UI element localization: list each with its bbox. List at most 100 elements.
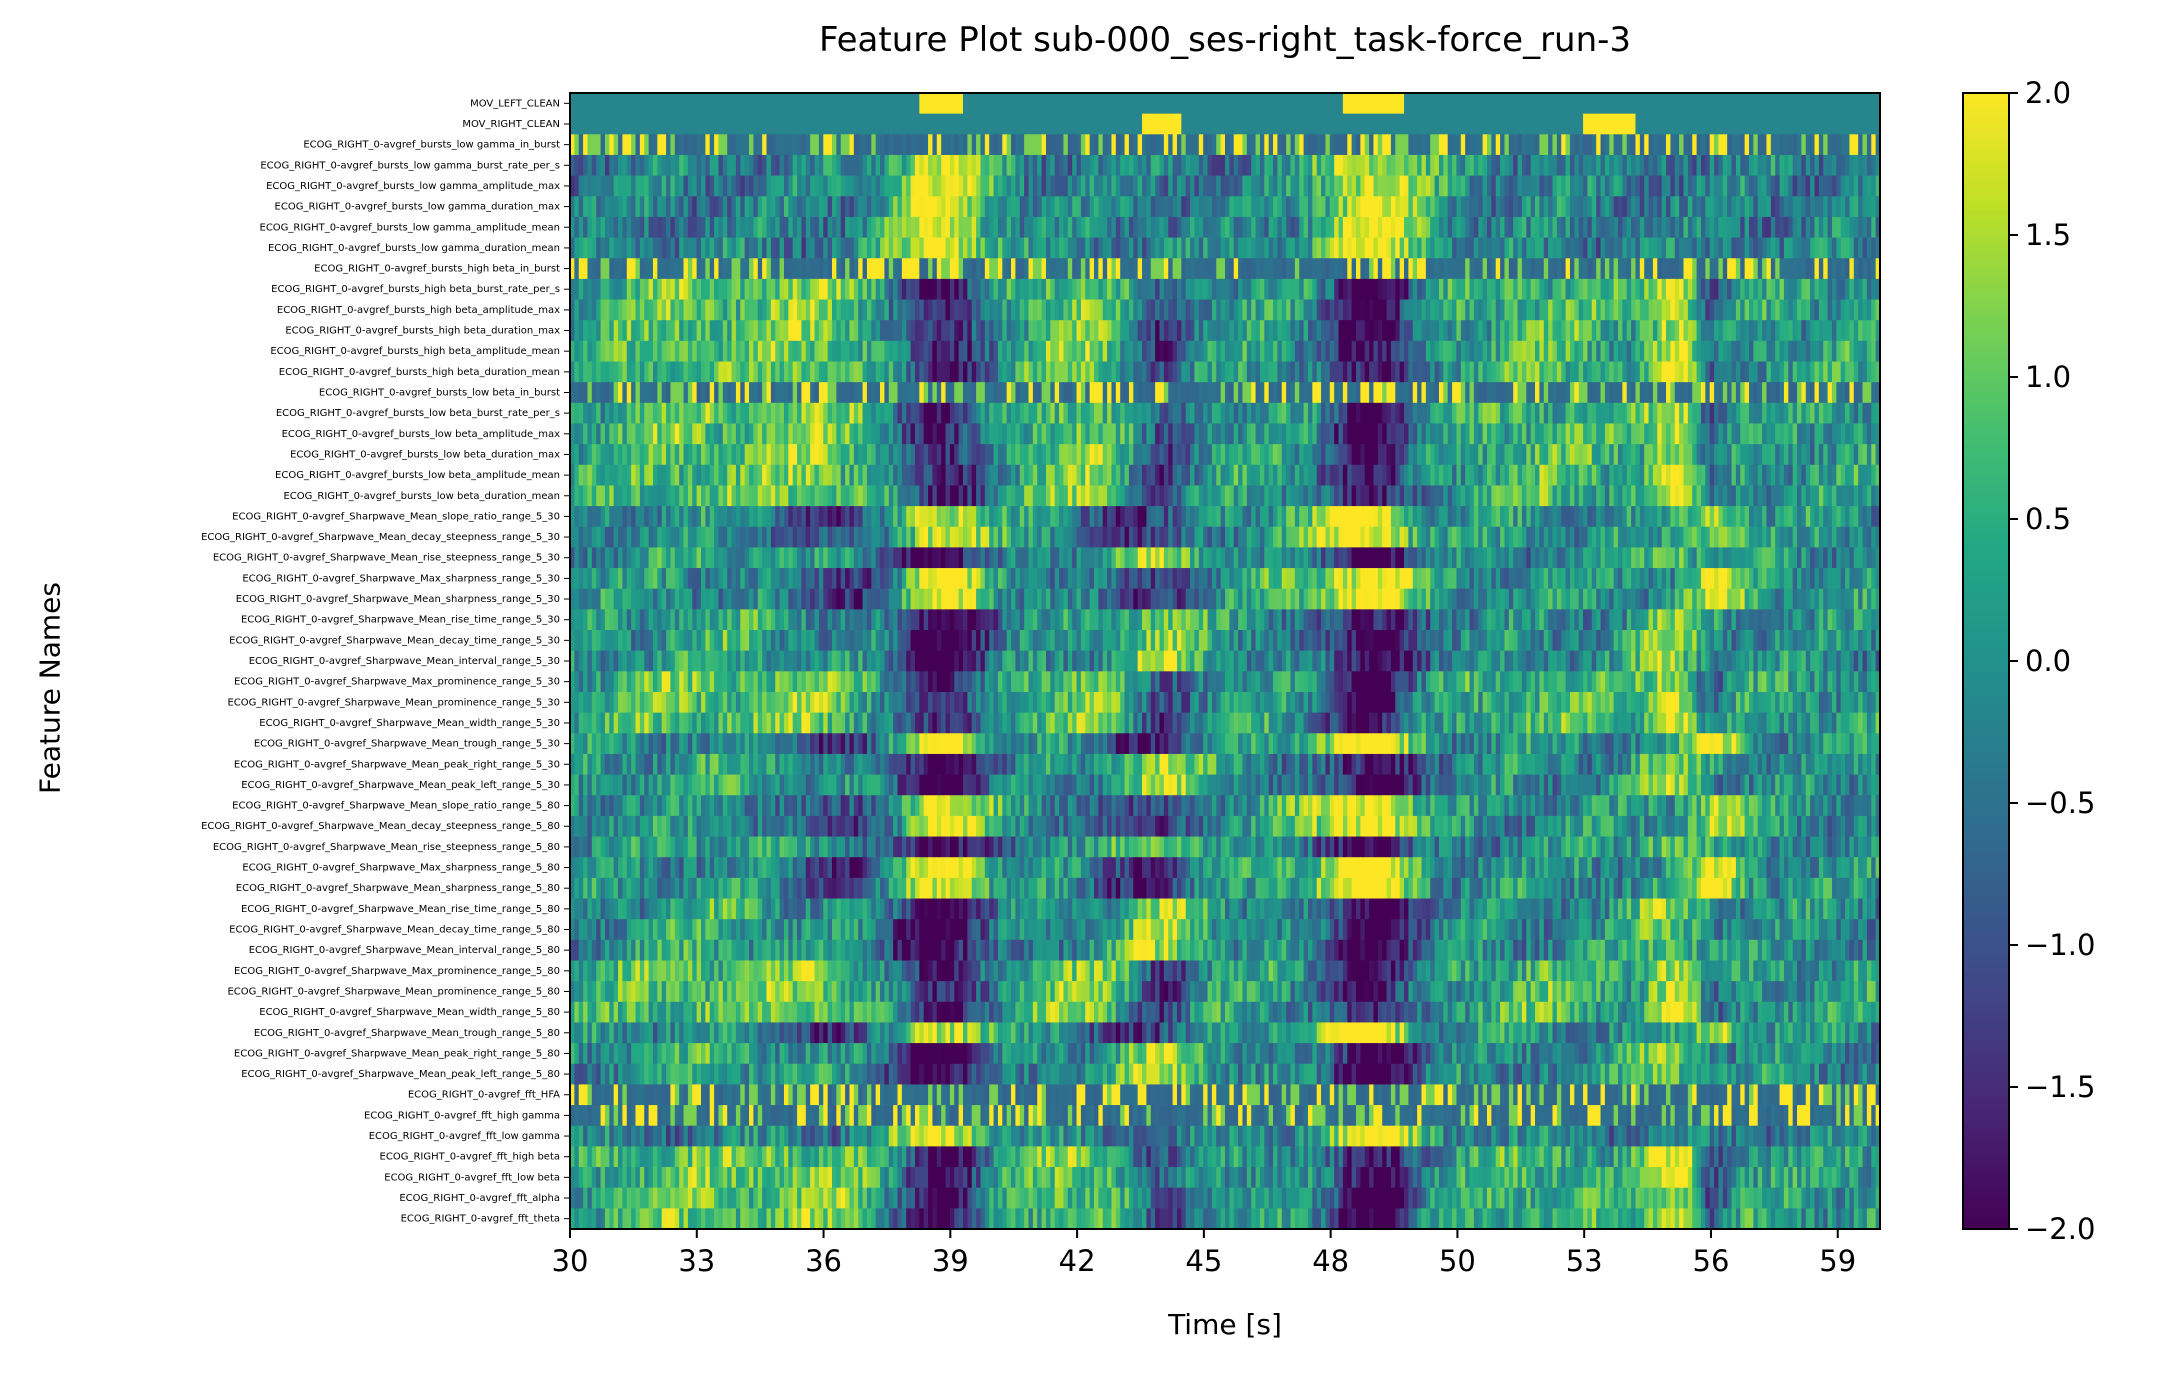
heatmap-cell [1583, 134, 1589, 156]
heatmap-cell [1216, 423, 1222, 445]
heatmap-cell [1762, 402, 1768, 425]
heatmap-cell [1146, 93, 1152, 115]
heatmap-cell [1539, 237, 1545, 259]
heatmap-cell [1172, 175, 1178, 197]
heatmap-cell [910, 237, 916, 259]
heatmap-cell [718, 216, 724, 239]
heatmap-cell [1395, 320, 1401, 342]
heatmap-cell [1862, 340, 1868, 363]
heatmap-cell [692, 175, 698, 197]
heatmap-cell [941, 216, 947, 239]
heatmap-cell [779, 382, 785, 404]
heatmap-cell [871, 423, 877, 445]
heatmap-cell [1294, 423, 1300, 445]
heatmap-cell [1076, 382, 1082, 404]
heatmap-cell [744, 320, 750, 342]
heatmap-cell [1360, 216, 1366, 239]
heatmap-cell [1866, 361, 1872, 383]
heatmap-cell [984, 299, 990, 321]
heatmap-cell [1124, 340, 1130, 363]
heatmap-cell [583, 258, 589, 280]
heatmap-cell [814, 278, 820, 301]
heatmap-cell [1412, 320, 1418, 342]
heatmap-cell [1635, 340, 1641, 363]
heatmap-cell [1657, 216, 1663, 239]
heatmap-cell [1172, 423, 1178, 445]
heatmap-cell [1395, 237, 1401, 259]
heatmap-cell [1011, 258, 1016, 280]
heatmap-cell [1102, 154, 1108, 177]
heatmap-cell [1783, 134, 1789, 156]
heatmap-cell [1648, 361, 1654, 383]
heatmap-cell [1604, 361, 1610, 383]
heatmap-cell [1316, 278, 1322, 301]
heatmap-cell [1369, 278, 1375, 301]
heatmap-cell [936, 382, 942, 404]
heatmap-cell [880, 113, 885, 135]
heatmap-cell [1098, 361, 1104, 383]
heatmap-cell [1700, 382, 1706, 404]
heatmap-cell [862, 154, 868, 177]
heatmap-cell [818, 154, 824, 177]
heatmap-cell [1569, 361, 1575, 383]
heatmap-cell [714, 175, 720, 197]
heatmap-cell [1159, 196, 1165, 218]
heatmap-cell [1290, 113, 1296, 135]
heatmap-cell [1085, 361, 1091, 383]
heatmap-cell [1797, 340, 1802, 363]
heatmap-cell [1412, 402, 1418, 425]
heatmap-cell [788, 113, 794, 135]
heatmap-cell [1076, 340, 1082, 363]
heatmap-cell [1277, 299, 1283, 321]
heatmap-cell [652, 320, 658, 342]
heatmap-cell [1749, 134, 1754, 156]
heatmap-cell [1447, 237, 1453, 259]
heatmap-cell [1032, 340, 1038, 363]
heatmap-cell [1443, 175, 1449, 197]
heatmap-cell [1233, 402, 1239, 425]
heatmap-cell [845, 154, 851, 177]
heatmap-cell [770, 93, 776, 115]
heatmap-cell [1438, 134, 1444, 156]
heatmap-cell [1626, 154, 1632, 177]
heatmap-cell [1111, 402, 1117, 425]
heatmap-cell [858, 237, 864, 259]
heatmap-cell [1574, 340, 1580, 363]
heatmap-cell [1425, 299, 1431, 321]
heatmap-cell [949, 402, 955, 425]
heatmap-cell [1076, 113, 1082, 135]
heatmap-cell [997, 320, 1003, 342]
heatmap-cell [683, 278, 689, 301]
heatmap-cell [1600, 278, 1606, 301]
heatmap-cell [1146, 113, 1152, 135]
heatmap-cell [740, 299, 746, 321]
heatmap-cell [805, 237, 811, 259]
heatmap-cell [1342, 320, 1348, 342]
heatmap-cell [1539, 278, 1545, 301]
heatmap-cell [591, 382, 597, 404]
heatmap-cell [1731, 299, 1737, 321]
heatmap-cell [1377, 154, 1383, 177]
heatmap-cell [1434, 113, 1440, 135]
heatmap-cell [1495, 175, 1501, 197]
heatmap-cell [1569, 154, 1575, 177]
heatmap-cell [1067, 382, 1073, 404]
heatmap-cell [1238, 93, 1244, 115]
heatmap-cell [1517, 93, 1523, 115]
heatmap-cell [1622, 154, 1628, 177]
heatmap-cell [1303, 216, 1309, 239]
heatmap-cell [1831, 299, 1837, 321]
heatmap-cell [832, 175, 837, 197]
heatmap-cell [1709, 258, 1715, 280]
heatmap-cell [779, 423, 785, 445]
heatmap-cell [1788, 113, 1794, 135]
heatmap-cell [1596, 175, 1602, 197]
heatmap-cell [888, 278, 894, 301]
heatmap-cell [932, 278, 938, 301]
heatmap-cell [801, 93, 807, 115]
heatmap-cell [1277, 154, 1283, 177]
heatmap-cell [1268, 113, 1274, 135]
heatmap-cell [1220, 237, 1226, 259]
heatmap-cell [696, 320, 702, 342]
heatmap-cell [958, 196, 964, 218]
